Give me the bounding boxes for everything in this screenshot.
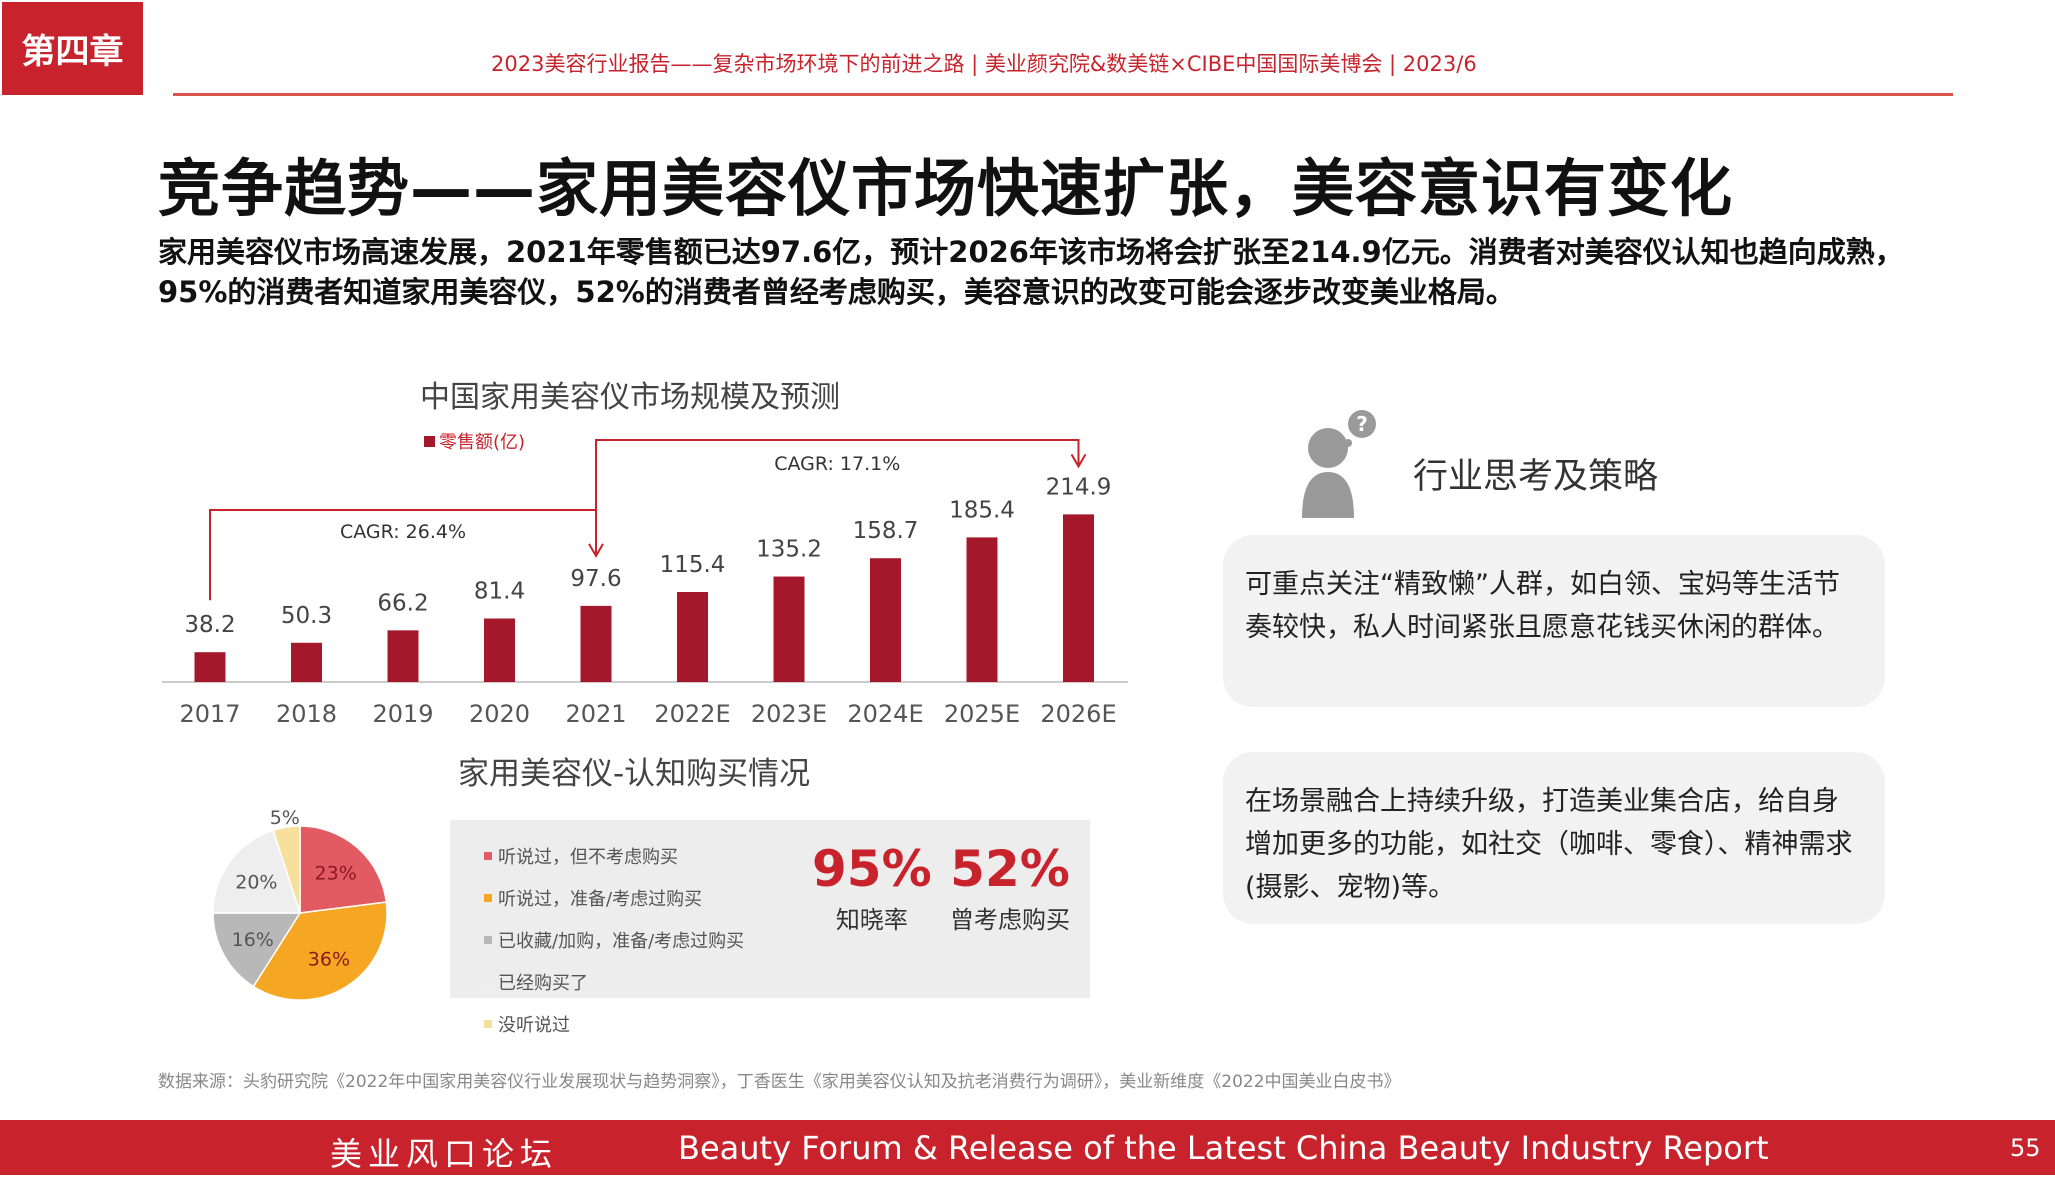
pie-slice-label: 20% xyxy=(235,871,277,893)
page-number: 55 xyxy=(2010,1134,2041,1162)
x-tick-label: 2019 xyxy=(372,700,433,728)
report-header: 2023美容行业报告——复杂市场环境下的前进之路 | 美业颜究院&数美链×CIB… xyxy=(491,52,1477,76)
pie-legend-swatch xyxy=(484,1020,492,1028)
bar-chart: 38.2 2017 50.3 2018 66.2 2019 81.4 2020 97.6 2021… xyxy=(162,439,1128,728)
header-divider xyxy=(173,93,1953,96)
cagr-bracket xyxy=(595,439,1080,510)
cagr-label: CAGR: 26.4% xyxy=(340,521,466,543)
pie-legend-item: 听说过，但不考虑购买 xyxy=(484,835,744,877)
stat-consider: 52% 曾考虑购买 xyxy=(950,840,1070,935)
pie-slice xyxy=(212,829,302,914)
pie-legend-swatch xyxy=(484,978,492,986)
pie-slice xyxy=(272,825,301,914)
pie-legend-swatch xyxy=(484,894,492,902)
footer-bar: 美业风口论坛 Beauty Forum & Release of the Lat… xyxy=(0,1120,2055,1175)
x-tick-label: 2025E xyxy=(944,700,1020,728)
bar-value-label: 185.4 xyxy=(949,497,1015,523)
person-question-icon: ? xyxy=(1302,410,1376,518)
pie-legend-label: 没听说过 xyxy=(498,1015,570,1036)
bar-value-label: 97.6 xyxy=(570,566,621,592)
stat-consider-label: 曾考虑购买 xyxy=(950,906,1070,934)
cagr-arrow xyxy=(1070,453,1087,469)
bar xyxy=(580,605,612,682)
bar-value-label: 38.2 xyxy=(184,612,235,638)
pie-legend-panel xyxy=(450,820,1090,998)
cagr-bracket xyxy=(209,509,597,601)
pie-slice xyxy=(212,912,302,988)
pie-legend-label: 已收藏/加购，准备/考虑过购买 xyxy=(498,931,745,952)
page-title: 竞争趋势——家用美容仪市场快速扩张，美容意识有变化 xyxy=(158,152,1734,225)
bar-value-label: 158.7 xyxy=(853,518,919,544)
legend-label: 零售额(亿) xyxy=(439,432,526,453)
x-tick-label: 2020 xyxy=(469,700,530,728)
pie-legend-label: 听说过，准备/考虑过购买 xyxy=(498,889,703,910)
cagr-label: CAGR: 17.1% xyxy=(774,453,900,475)
svg-text:?: ? xyxy=(1356,412,1368,436)
chapter-tag: 第四章 xyxy=(2,2,143,95)
bar-value-label: 214.9 xyxy=(1046,474,1112,500)
x-tick-label: 2021 xyxy=(565,700,626,728)
pie-slice xyxy=(252,901,388,1001)
pie-slice-label: 23% xyxy=(315,863,357,885)
x-tick-label: 2018 xyxy=(276,700,337,728)
bar-value-label: 66.2 xyxy=(377,590,428,616)
intro-paragraph: 家用美容仪市场高速发展，2021年零售额已达97.6亿，预计2026年该市场将会… xyxy=(158,235,1904,309)
bar xyxy=(387,630,419,682)
bar xyxy=(677,591,708,682)
advice-title: 行业思考及策略 xyxy=(1413,457,1659,497)
stat-awareness: 95% 知晓率 xyxy=(812,840,932,935)
legend-swatch xyxy=(424,435,435,447)
bar-value-label: 135.2 xyxy=(756,537,822,563)
pie-legend-item: 听说过，准备/考虑过购买 xyxy=(484,877,744,919)
pie-legend-swatch xyxy=(484,936,492,944)
bar xyxy=(291,642,322,682)
x-tick-label: 2022E xyxy=(654,700,730,728)
pie-legend-label: 听说过，但不考虑购买 xyxy=(498,847,678,868)
advice-card-1: 可重点关注“精致懒”人群，如白领、宝妈等生活节奏较快，私人时间紧张且愿意花钱买休… xyxy=(1223,535,1885,707)
x-tick-label: 2024E xyxy=(847,700,923,728)
bar-chart-legend: 零售额(亿) xyxy=(424,428,525,454)
footer-cn-title: 美业风口论坛 xyxy=(330,1135,559,1173)
bar-value-label: 81.4 xyxy=(474,579,525,605)
stat-awareness-label: 知晓率 xyxy=(835,906,908,934)
bar xyxy=(484,618,515,682)
pie-chart-title: 家用美容仪-认知购买情况 xyxy=(458,756,811,792)
pie-slice-label: 5% xyxy=(270,807,300,829)
stat-awareness-value: 95% xyxy=(812,840,932,898)
bar xyxy=(870,558,901,682)
pie-legend-label: 已经购买了 xyxy=(498,973,588,994)
pie-slice-label: 16% xyxy=(232,929,274,951)
bar xyxy=(194,652,226,682)
x-tick-label: 2017 xyxy=(179,700,240,728)
pie-legend-item: 已经购买了 xyxy=(484,961,744,1003)
data-source: 数据来源：头豹研究院《2022年中国家用美容仪行业发展现状与趋势洞察》，丁香医生… xyxy=(158,1072,1401,1092)
x-tick-label: 2026E xyxy=(1040,700,1116,728)
footer-en-title: Beauty Forum & Release of the Latest Chi… xyxy=(678,1129,1769,1167)
pie-slice xyxy=(299,825,388,914)
bar xyxy=(773,576,805,682)
pie-chart: 23% 36% 16% 20% 5% xyxy=(212,807,388,1001)
cagr-arrow xyxy=(588,543,604,558)
pie-legend: 听说过，但不考虑购买听说过，准备/考虑过购买已收藏/加购，准备/考虑过购买 已经购… xyxy=(484,835,744,1045)
advice-card-2: 在场景融合上持续升级，打造美业集合店，给自身增加更多的功能，如社交（咖啡、零食）… xyxy=(1223,752,1885,924)
bar xyxy=(1063,514,1094,682)
pie-legend-item: 没听说过 xyxy=(484,1003,744,1045)
bar-value-label: 50.3 xyxy=(281,603,332,629)
stat-consider-value: 52% xyxy=(950,840,1070,898)
x-tick-label: 2023E xyxy=(751,700,827,728)
pie-slice-label: 36% xyxy=(308,949,350,971)
bar-value-label: 115.4 xyxy=(660,552,726,578)
bar xyxy=(966,537,998,682)
bar-chart-title: 中国家用美容仪市场规模及预测 xyxy=(420,380,840,415)
pie-legend-item: 已收藏/加购，准备/考虑过购买 xyxy=(484,919,744,961)
pie-legend-swatch xyxy=(484,852,492,860)
